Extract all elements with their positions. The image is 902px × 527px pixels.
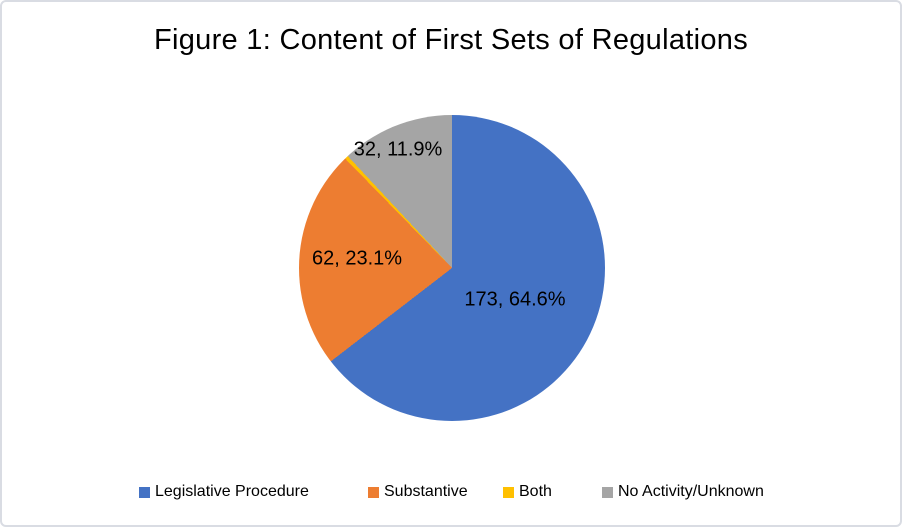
data-label-substantive: 62, 23.1% bbox=[311, 247, 403, 270]
legend: Legislative Procedure Substantive Both N… bbox=[2, 481, 900, 503]
legend-item-legislative-procedure: Legislative Procedure bbox=[139, 481, 309, 503]
legend-label-substantive: Substantive bbox=[384, 483, 468, 500]
legend-marker-substantive-icon bbox=[368, 486, 379, 498]
legend-item-both: Both bbox=[503, 481, 552, 503]
figure-title: Figure 1: Content of First Sets of Regul… bbox=[153, 24, 749, 56]
pie-chart bbox=[299, 115, 605, 421]
legend-marker-legislative-procedure-icon bbox=[139, 486, 150, 498]
data-label-no-activity-unknown: 32, 11.9% bbox=[353, 138, 443, 161]
legend-item-substantive: Substantive bbox=[368, 481, 468, 503]
data-label-legislative-procedure: 173, 64.6% bbox=[464, 288, 566, 311]
legend-label-no-activity-unknown: No Activity/Unknown bbox=[618, 483, 764, 500]
legend-label-both: Both bbox=[519, 483, 552, 500]
legend-marker-both-icon bbox=[503, 486, 514, 498]
legend-item-no-activity-unknown: No Activity/Unknown bbox=[602, 481, 764, 503]
legend-marker-no-activity-unknown-icon bbox=[602, 486, 613, 498]
legend-label-legislative-procedure: Legislative Procedure bbox=[155, 483, 309, 500]
